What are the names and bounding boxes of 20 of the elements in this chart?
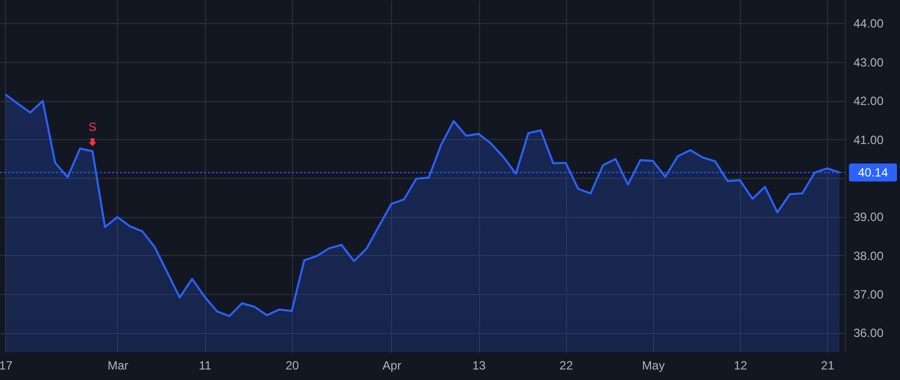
y-tick-label: 43.00: [854, 55, 884, 70]
x-tick-label: 22: [560, 358, 574, 372]
y-tick-label: 42.00: [854, 94, 884, 108]
y-tick-label: 39.00: [854, 210, 884, 224]
y-tick-label: 37.00: [854, 287, 884, 302]
x-tick-label: 13: [472, 358, 486, 372]
x-tick-label: 21: [821, 358, 835, 372]
x-tick-label: 20: [286, 358, 300, 372]
x-tick-label: Apr: [382, 358, 402, 372]
annotation: S: [88, 120, 97, 134]
x-tick-label: Mar: [108, 358, 128, 372]
ref-line-label: 40.14: [858, 166, 888, 180]
x-tick-label: 11: [198, 358, 212, 372]
y-tick-label: 44.00: [854, 16, 884, 31]
y-tick-label: 38.00: [854, 248, 884, 263]
y-tick-label: 36.00: [854, 326, 884, 340]
x-tick-label: May: [642, 358, 665, 372]
x-tick-label: 17: [0, 358, 13, 372]
x-tick-label: 12: [734, 358, 748, 372]
y-tick-label: 41.00: [854, 132, 884, 147]
